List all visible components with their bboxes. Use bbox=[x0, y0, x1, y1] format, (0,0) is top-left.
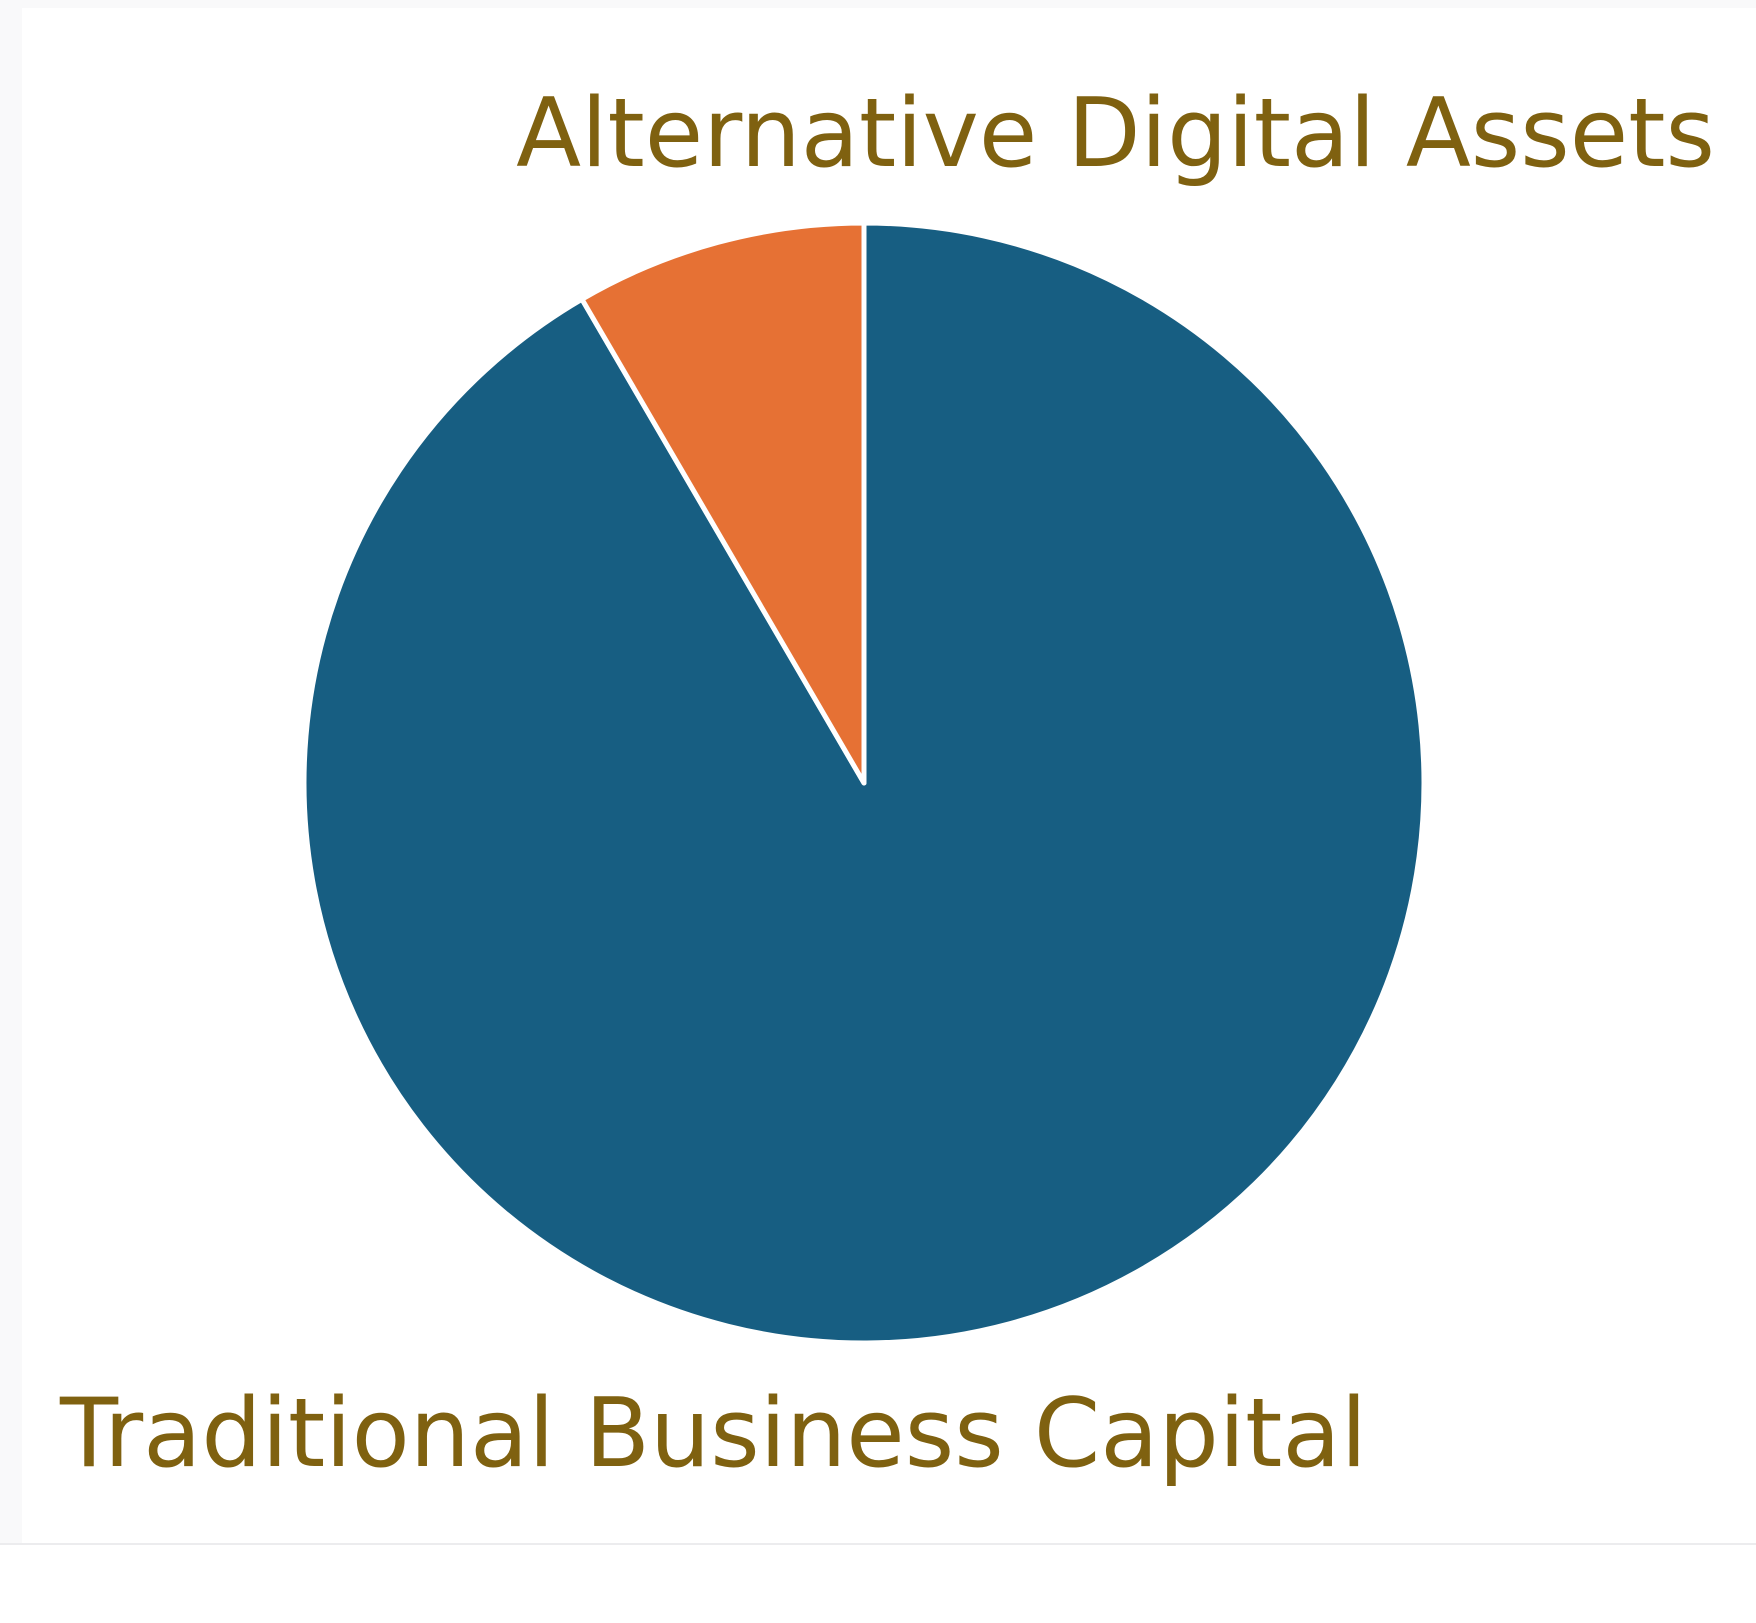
footer-area bbox=[0, 1545, 1756, 1623]
divider bbox=[0, 1543, 1756, 1545]
pie-slice-alternative-digital-assets bbox=[579, 220, 867, 786]
label-traditional-business-capital: Traditional Business Capital bbox=[59, 1379, 1367, 1489]
label-alternative-digital-assets: Alternative Digital Assets bbox=[516, 79, 1715, 189]
pie-slices bbox=[301, 220, 1427, 1346]
pie-slice-traditional-business-capital bbox=[301, 220, 1427, 1346]
